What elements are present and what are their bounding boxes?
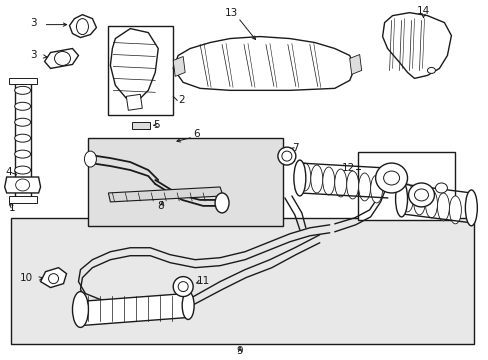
Ellipse shape	[178, 282, 188, 292]
Text: 2: 2	[178, 95, 184, 105]
Ellipse shape	[448, 196, 461, 224]
Ellipse shape	[72, 292, 88, 328]
Ellipse shape	[84, 151, 96, 167]
Polygon shape	[349, 54, 361, 75]
Polygon shape	[126, 94, 142, 110]
Bar	[357, 152, 454, 220]
Bar	[108, 26, 173, 115]
Ellipse shape	[15, 86, 31, 94]
Polygon shape	[44, 49, 78, 68]
Ellipse shape	[15, 150, 31, 158]
Ellipse shape	[395, 181, 407, 217]
Bar	[11, 218, 473, 345]
Text: 7: 7	[292, 143, 299, 153]
Polygon shape	[173, 57, 185, 76]
Ellipse shape	[375, 163, 407, 193]
Ellipse shape	[435, 183, 447, 193]
Ellipse shape	[15, 102, 31, 110]
Ellipse shape	[16, 179, 30, 191]
Ellipse shape	[76, 19, 88, 35]
Text: 3: 3	[31, 18, 37, 28]
Polygon shape	[41, 268, 66, 288]
Ellipse shape	[407, 183, 433, 207]
Ellipse shape	[182, 292, 194, 319]
Ellipse shape	[173, 276, 193, 297]
Polygon shape	[69, 15, 96, 37]
Text: 12: 12	[341, 163, 354, 173]
Ellipse shape	[277, 147, 295, 165]
Text: 1: 1	[9, 203, 15, 213]
Ellipse shape	[401, 184, 413, 212]
Polygon shape	[132, 122, 150, 129]
Ellipse shape	[334, 169, 346, 197]
Text: 4: 4	[5, 167, 12, 177]
Text: 6: 6	[192, 129, 199, 139]
Polygon shape	[9, 196, 37, 203]
Ellipse shape	[298, 163, 310, 191]
Ellipse shape	[15, 118, 31, 126]
Text: 3: 3	[31, 50, 37, 60]
Text: 14: 14	[416, 6, 429, 15]
Polygon shape	[173, 37, 354, 90]
Ellipse shape	[437, 193, 448, 221]
Ellipse shape	[346, 171, 358, 199]
Bar	[88, 138, 283, 226]
Ellipse shape	[293, 160, 305, 196]
Ellipse shape	[427, 67, 435, 73]
Text: 5: 5	[153, 120, 160, 130]
Ellipse shape	[322, 167, 334, 195]
Ellipse shape	[15, 166, 31, 174]
Ellipse shape	[48, 274, 59, 284]
Polygon shape	[382, 13, 450, 78]
Ellipse shape	[215, 193, 228, 213]
Ellipse shape	[281, 151, 291, 161]
Ellipse shape	[425, 190, 437, 218]
Ellipse shape	[414, 189, 427, 201]
Text: 11: 11	[197, 276, 210, 285]
Ellipse shape	[413, 187, 425, 215]
Ellipse shape	[465, 190, 476, 226]
Ellipse shape	[55, 51, 70, 66]
Ellipse shape	[358, 173, 370, 201]
Ellipse shape	[370, 175, 382, 203]
Polygon shape	[9, 78, 37, 84]
Text: 8: 8	[157, 201, 163, 211]
Ellipse shape	[383, 171, 399, 185]
Polygon shape	[78, 293, 188, 325]
Ellipse shape	[310, 165, 322, 193]
Text: 10: 10	[20, 273, 33, 283]
Polygon shape	[110, 28, 158, 100]
Text: 9: 9	[236, 346, 243, 356]
Ellipse shape	[15, 134, 31, 142]
Polygon shape	[5, 177, 41, 193]
Text: 13: 13	[224, 8, 237, 18]
Polygon shape	[108, 187, 223, 202]
